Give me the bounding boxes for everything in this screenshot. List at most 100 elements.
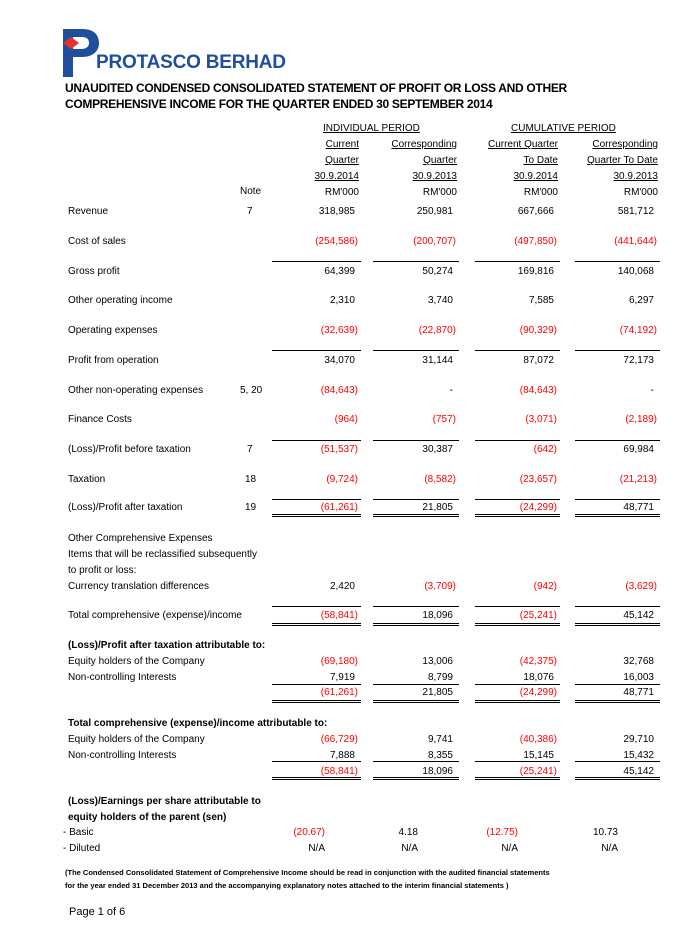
row-value: 8,799 <box>427 672 453 683</box>
row-value: (58,841) <box>320 610 358 621</box>
row-value: (90,329) <box>519 325 557 336</box>
row-label: Cost of sales <box>68 236 126 247</box>
column-header-l2: Quarter <box>423 155 457 166</box>
double-underline <box>575 777 660 780</box>
row-label: Operating expenses <box>68 325 158 336</box>
row-label: Items that will be reclassified subseque… <box>68 549 257 560</box>
row-value: (8,582) <box>424 474 456 485</box>
protasco-logo-icon <box>63 29 99 77</box>
row-value: N/A <box>501 843 518 854</box>
row-value: 10.73 <box>592 827 618 838</box>
subtotal-line <box>272 684 361 685</box>
subtotal-line <box>475 440 560 441</box>
row-value: 18,096 <box>422 766 453 777</box>
row-value: 581,712 <box>617 206 654 217</box>
row-label: Revenue <box>68 206 109 217</box>
column-header-l1: Corresponding <box>592 139 658 150</box>
row-value: 16,003 <box>623 672 654 683</box>
row-value: (441,644) <box>614 236 657 247</box>
row-value: - <box>449 385 453 396</box>
row-value: (757) <box>432 414 456 425</box>
row-value: 13,006 <box>422 656 453 667</box>
row-value: (24,299) <box>519 687 557 698</box>
row-value: 18,096 <box>422 610 453 621</box>
subtotal-line <box>475 499 560 500</box>
row-note: 7 <box>247 444 253 455</box>
row-value: 21,805 <box>422 502 453 513</box>
row-label: to profit or loss: <box>68 565 137 576</box>
row-label: Equity holders of the Company <box>68 734 205 745</box>
row-label: Gross profit <box>68 266 120 277</box>
row-value: 2,310 <box>329 295 355 306</box>
double-underline <box>272 777 361 780</box>
row-value: 30,387 <box>422 444 453 455</box>
row-value: (942) <box>533 581 557 592</box>
row-label: (Loss)/Earnings per share attributable t… <box>68 796 261 807</box>
row-value: 48,771 <box>623 502 654 513</box>
footnote-line2: for the year ended 31 December 2013 and … <box>65 881 509 890</box>
row-value: N/A <box>401 843 418 854</box>
row-value: (24,299) <box>519 502 557 513</box>
row-value: (642) <box>533 444 557 455</box>
note-header: Note <box>240 186 262 197</box>
row-value: (3,071) <box>525 414 557 425</box>
row-value: 87,072 <box>523 355 554 366</box>
subtotal-line <box>373 761 459 762</box>
row-value: (20.67) <box>293 827 325 838</box>
subtotal-line <box>272 499 361 500</box>
row-value: (21,213) <box>619 474 657 485</box>
row-value: (61,261) <box>320 502 358 513</box>
row-value: 7,585 <box>528 295 554 306</box>
row-value: 667,666 <box>517 206 554 217</box>
row-value: 31,144 <box>422 355 453 366</box>
row-value: 6,297 <box>628 295 654 306</box>
subtotal-line <box>373 350 459 351</box>
row-value: N/A <box>308 843 325 854</box>
row-label: Taxation <box>68 474 106 485</box>
row-value: (40,386) <box>519 734 557 745</box>
row-label: Profit from operation <box>68 355 159 366</box>
row-value: (25,241) <box>519 766 557 777</box>
subtotal-line <box>475 761 560 762</box>
row-label: (Loss)/Profit after taxation <box>68 502 183 513</box>
row-label: Total comprehensive (expense)/income <box>68 610 242 621</box>
row-value: (964) <box>334 414 358 425</box>
column-header-unit: RM'000 <box>422 187 457 198</box>
row-label: Finance Costs <box>68 414 132 425</box>
column-header-l2: Quarter <box>325 155 359 166</box>
subtotal-line <box>272 761 361 762</box>
row-label: Non-controlling Interests <box>68 672 177 683</box>
row-value: (84,643) <box>519 385 557 396</box>
row-value: 169,816 <box>517 266 554 277</box>
row-value: - <box>650 385 654 396</box>
individual-period-header: INDIVIDUAL PERIOD <box>323 123 420 134</box>
row-label: Currency translation differences <box>68 581 209 592</box>
row-label: (Loss)/Profit before taxation <box>68 444 191 455</box>
row-label: Other Comprehensive Expenses <box>68 533 213 544</box>
row-value: 2,420 <box>329 581 355 592</box>
row-value: (58,841) <box>320 766 358 777</box>
row-value: 48,771 <box>623 687 654 698</box>
row-value: (200,707) <box>413 236 456 247</box>
row-label: - Basic <box>63 827 94 838</box>
row-label: Other non-operating expenses <box>68 385 204 396</box>
row-value: 72,173 <box>623 355 654 366</box>
row-value: 18,076 <box>523 672 554 683</box>
subtotal-line <box>272 261 361 262</box>
subtotal-line <box>575 440 660 441</box>
column-header-l2: Quarter To Date <box>587 155 658 166</box>
statement-title-line2: COMPREHENSIVE INCOME FOR THE QUARTER END… <box>65 97 493 111</box>
row-value: 15,145 <box>523 750 554 761</box>
row-label: equity holders of the parent (sen) <box>68 812 227 823</box>
subtotal-line <box>373 261 459 262</box>
row-label: Other operating income <box>68 295 173 306</box>
row-value: (12.75) <box>486 827 518 838</box>
column-header-l2: To Date <box>523 155 558 166</box>
row-value: 45,142 <box>623 610 654 621</box>
row-value: (23,657) <box>519 474 557 485</box>
double-underline <box>272 623 361 626</box>
subtotal-line <box>575 761 660 762</box>
row-value: 7,888 <box>329 750 355 761</box>
subtotal-line <box>373 684 459 685</box>
double-underline <box>475 514 560 517</box>
